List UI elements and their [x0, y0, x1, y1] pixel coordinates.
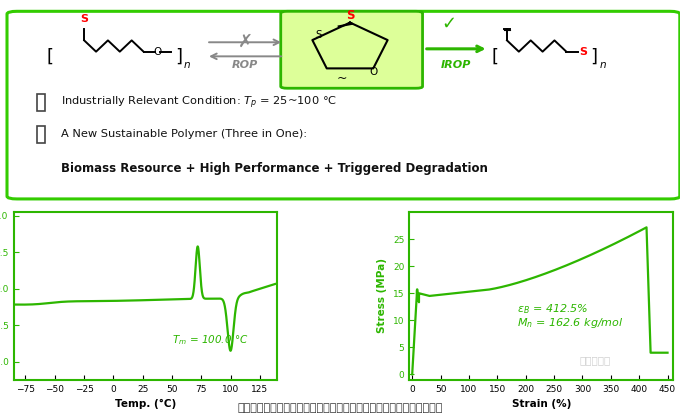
- X-axis label: Temp. (°C): Temp. (°C): [115, 399, 176, 409]
- FancyBboxPatch shape: [7, 11, 680, 199]
- Text: [: [: [46, 47, 53, 65]
- Text: $\mathit{M_n}$ = 162.6 kg/mol: $\mathit{M_n}$ = 162.6 kg/mol: [517, 316, 624, 330]
- Text: ~: ~: [336, 72, 347, 85]
- Text: [: [: [492, 47, 498, 65]
- Text: ROP: ROP: [232, 60, 258, 70]
- FancyBboxPatch shape: [281, 11, 422, 88]
- X-axis label: Strain (%): Strain (%): [511, 399, 571, 409]
- Text: IROP: IROP: [441, 60, 471, 70]
- Text: Biomass Resource + High Performance + Triggered Degradation: Biomass Resource + High Performance + Tr…: [61, 162, 488, 176]
- Text: ]: ]: [590, 47, 598, 65]
- Y-axis label: Stress (MPa): Stress (MPa): [377, 259, 388, 334]
- Text: 嘉哈检测网: 嘉哈检测网: [579, 356, 611, 366]
- Text: S: S: [345, 9, 354, 22]
- Text: $n$: $n$: [598, 60, 607, 70]
- Text: ✗: ✗: [237, 33, 253, 51]
- Text: 异构化驱动的不可逆开环聚合制备新型高性能可持续性含硫高分子材料: 异构化驱动的不可逆开环聚合制备新型高性能可持续性含硫高分子材料: [237, 403, 443, 413]
- Text: O: O: [369, 67, 377, 77]
- Text: $\mathit{T_m}$ = 100.0 °C: $\mathit{T_m}$ = 100.0 °C: [172, 333, 248, 347]
- Text: O: O: [153, 47, 162, 57]
- Text: ]: ]: [175, 47, 182, 65]
- Text: A New Sustainable Polymer (Three in One):: A New Sustainable Polymer (Three in One)…: [61, 129, 307, 139]
- Text: S: S: [80, 14, 88, 24]
- Text: $\varepsilon_B$ = 412.5%: $\varepsilon_B$ = 412.5%: [517, 302, 589, 316]
- Text: S: S: [315, 30, 322, 40]
- Text: S: S: [579, 47, 588, 57]
- Text: Industrially Relevant Condition: $\it{T}_p$ = 25~100 °C: Industrially Relevant Condition: $\it{T}…: [61, 94, 337, 110]
- Text: $n$: $n$: [183, 60, 191, 70]
- Text: ✓: ✓: [441, 15, 456, 32]
